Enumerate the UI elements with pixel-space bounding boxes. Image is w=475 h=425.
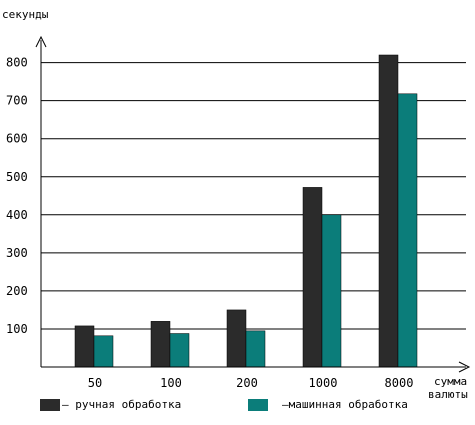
y-tick-label: 700 bbox=[6, 94, 28, 108]
x-tick-label: 50 bbox=[88, 376, 102, 390]
bar-manual-1000 bbox=[302, 187, 323, 368]
x-tick-label: 1000 bbox=[309, 376, 338, 390]
x-tick-label: 8000 bbox=[385, 376, 414, 390]
legend-swatch-machine bbox=[248, 399, 268, 411]
bar-machine-1000 bbox=[321, 214, 342, 368]
bar-machine-100 bbox=[169, 333, 190, 368]
legend-swatch-manual bbox=[40, 399, 60, 411]
y-tick-label: 400 bbox=[6, 208, 28, 222]
y-axis-arrow bbox=[35, 35, 47, 48]
x-tick-label: 200 bbox=[236, 376, 258, 390]
bar-machine-200 bbox=[245, 330, 266, 368]
y-axis-label: секунды bbox=[2, 8, 49, 21]
legend-label-manual: – ручная обработка bbox=[62, 398, 181, 411]
y-tick-label: 100 bbox=[6, 322, 28, 336]
x-axis-label-line1: сумма bbox=[434, 375, 467, 388]
x-axis-arrow bbox=[458, 361, 471, 373]
y-tick-label: 800 bbox=[6, 56, 28, 70]
bar-manual-200 bbox=[226, 309, 247, 368]
y-tick-label: 300 bbox=[6, 246, 28, 260]
y-tick-label: 500 bbox=[6, 170, 28, 184]
bar-manual-8000 bbox=[378, 54, 399, 368]
bars bbox=[74, 54, 418, 368]
y-tick-label: 600 bbox=[6, 132, 28, 146]
legend: – ручная обработка –машинная обработка bbox=[40, 398, 408, 411]
axes bbox=[35, 35, 471, 373]
x-tick-labels: 50 100 200 1000 8000 bbox=[88, 376, 414, 390]
bar-manual-100 bbox=[150, 321, 171, 368]
x-tick-label: 100 bbox=[160, 376, 182, 390]
x-axis-label-line2: валюты bbox=[428, 388, 468, 401]
bar-machine-8000 bbox=[397, 93, 418, 368]
gridlines bbox=[41, 62, 466, 330]
bar-machine-50 bbox=[93, 335, 114, 368]
y-tick-label: 200 bbox=[6, 284, 28, 298]
y-tick-labels: 100 200 300 400 500 600 700 800 bbox=[6, 56, 28, 336]
bar-manual-50 bbox=[74, 325, 95, 368]
legend-label-machine: –машинная обработка bbox=[282, 398, 408, 411]
